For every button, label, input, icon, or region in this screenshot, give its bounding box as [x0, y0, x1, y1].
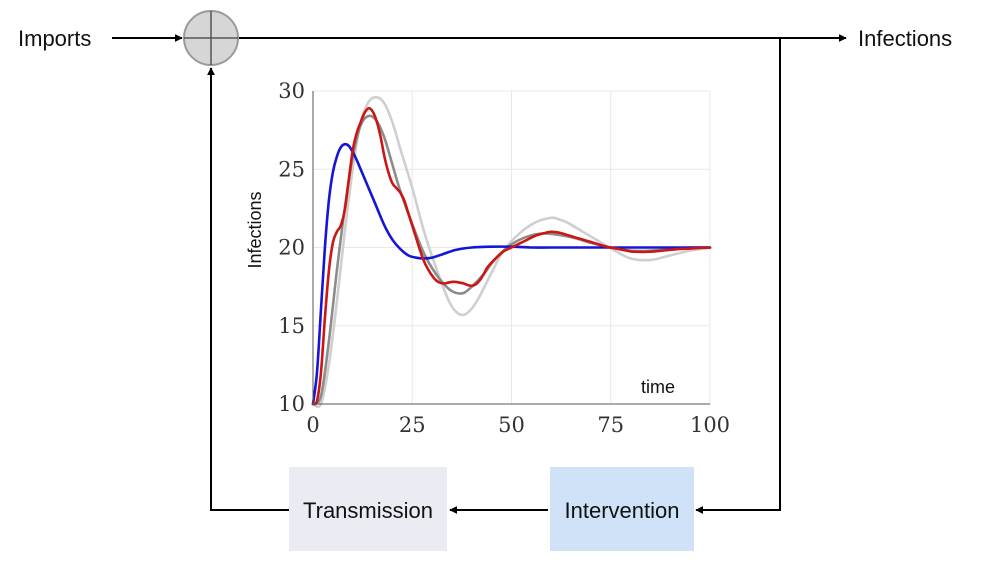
- x-tick-label: 50: [498, 413, 525, 437]
- y-tick-label: 15: [278, 314, 305, 338]
- infections-chart: 0 25 50 75 100 10 15 20 25 30 time Infections: [245, 79, 730, 437]
- chart-ticks: 0 25 50 75 100 10 15 20 25 30: [278, 79, 730, 437]
- feedback-down-line: [695, 38, 781, 514]
- y-tick-label: 10: [278, 392, 305, 416]
- transmission-label: Transmission: [303, 498, 433, 523]
- y-tick-label: 25: [278, 157, 305, 181]
- transmission-to-sum-arrow: [207, 67, 289, 511]
- x-tick-label: 100: [690, 413, 730, 437]
- summing-junction-icon: [183, 10, 239, 66]
- transmission-block: Transmission: [289, 467, 447, 551]
- intervention-label: Intervention: [565, 498, 680, 523]
- imports-label: Imports: [18, 26, 91, 51]
- x-tick-label: 0: [306, 413, 319, 437]
- y-tick-label: 20: [278, 236, 305, 260]
- infections-output-label: Infections: [858, 26, 952, 51]
- x-axis-label: time: [641, 377, 675, 397]
- x-tick-label: 75: [597, 413, 624, 437]
- y-tick-label: 30: [278, 79, 305, 103]
- chart-series: [311, 95, 712, 409]
- intervention-block: Intervention: [550, 467, 694, 551]
- series-line-blue: [311, 142, 712, 406]
- series-line-red: [311, 106, 712, 406]
- x-tick-label: 25: [399, 413, 426, 437]
- y-axis-label: Infections: [245, 191, 265, 268]
